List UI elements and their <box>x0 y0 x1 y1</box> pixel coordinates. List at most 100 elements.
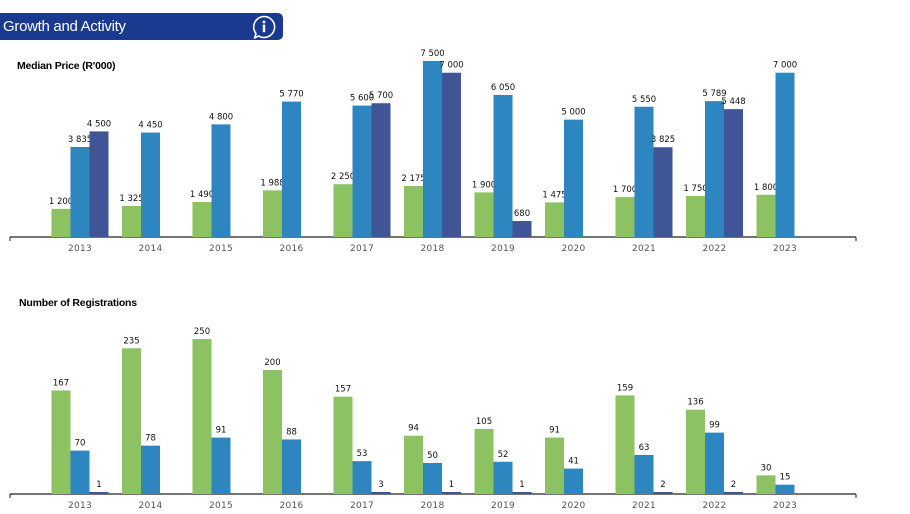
price-bar-navy <box>653 147 673 237</box>
price-bar-blue <box>70 147 90 237</box>
price-bar-green <box>122 205 141 237</box>
price-tick-label: 2022 <box>702 244 726 254</box>
reg-data-label: 136 <box>687 398 703 408</box>
reg-tick-label: 2017 <box>350 501 374 511</box>
reg-data-label: 235 <box>123 336 139 346</box>
registrations-chart: 2013167701201423578201525091201620088201… <box>9 327 857 511</box>
reg-data-label: 157 <box>335 385 351 395</box>
price-data-label: 4 450 <box>138 121 162 131</box>
price-data-label: 1 700 <box>613 185 637 195</box>
price-bar-blue <box>634 106 654 237</box>
price-data-label: 1 200 <box>49 197 73 207</box>
reg-data-label: 70 <box>75 439 86 449</box>
price-bar-blue <box>352 105 372 237</box>
price-data-label: 2 250 <box>331 172 355 182</box>
reg-data-label: 167 <box>53 378 69 388</box>
price-data-label: 5 000 <box>561 108 585 118</box>
reg-bar-green <box>545 437 564 494</box>
price-data-label: 3 825 <box>651 135 675 145</box>
reg-data-label: 50 <box>427 451 438 461</box>
reg-tick-label: 2018 <box>420 501 444 511</box>
price-data-label: 4 500 <box>87 119 111 129</box>
reg-tick-label: 2023 <box>773 501 797 511</box>
price-data-label: 1 475 <box>542 190 566 200</box>
reg-bar-navy <box>653 492 673 494</box>
reg-data-label: 52 <box>498 450 509 460</box>
reg-bar-blue <box>775 484 795 494</box>
reg-data-label: 78 <box>145 434 156 444</box>
price-data-label: 5 448 <box>721 97 745 107</box>
price-tick-label: 2018 <box>420 244 444 254</box>
reg-data-label: 1 <box>96 480 101 490</box>
price-data-label: 1 325 <box>119 194 143 204</box>
price-data-label: 7 000 <box>773 61 797 71</box>
reg-data-label: 94 <box>408 424 419 434</box>
price-data-label: 1 490 <box>190 190 214 200</box>
reg-data-label: 41 <box>568 457 579 467</box>
price-bar-navy <box>724 109 743 237</box>
price-bar-navy <box>371 103 391 237</box>
reg-data-label: 15 <box>780 473 791 483</box>
reg-data-label: 30 <box>761 463 772 473</box>
reg-bar-navy <box>724 492 743 494</box>
price-tick-label: 2019 <box>491 244 515 254</box>
reg-tick-label: 2019 <box>491 501 515 511</box>
reg-tick-label: 2014 <box>138 501 162 511</box>
reg-bar-green <box>192 339 212 494</box>
info-icon[interactable] <box>251 14 277 40</box>
price-bar-green <box>756 194 776 237</box>
reg-bar-blue <box>282 439 301 494</box>
price-bar-blue <box>211 124 231 237</box>
reg-bar-blue <box>705 432 724 494</box>
reg-bar-green <box>474 428 494 494</box>
price-tick-label: 2017 <box>350 244 374 254</box>
section-title: Growth and Activity <box>3 18 126 35</box>
reg-data-label: 2 <box>660 480 665 490</box>
reg-data-label: 105 <box>476 417 492 427</box>
reg-data-label: 88 <box>286 427 297 437</box>
reg-data-label: 1 <box>449 480 454 490</box>
reg-bar-green <box>263 370 282 494</box>
reg-tick-label: 2015 <box>209 501 233 511</box>
price-bar-blue <box>705 101 724 238</box>
price-data-label: 1 900 <box>472 180 496 190</box>
price-bar-green <box>545 202 564 237</box>
price-bar-green <box>51 208 71 237</box>
reg-bar-blue <box>423 463 442 494</box>
price-data-label: 3 835 <box>68 135 92 145</box>
reg-bar-green <box>51 390 71 494</box>
price-data-label: 5 600 <box>350 94 374 104</box>
price-data-label: 5 789 <box>702 89 726 99</box>
price-data-label: 7 000 <box>439 61 463 71</box>
reg-bar-navy <box>442 492 461 494</box>
price-bar-blue <box>141 132 160 237</box>
price-bar-green <box>192 202 212 237</box>
price-bar-blue <box>493 95 513 237</box>
reg-data-label: 159 <box>617 383 633 393</box>
reg-data-label: 200 <box>264 358 280 368</box>
reg-tick-label: 2013 <box>68 501 92 511</box>
price-bar-green <box>686 195 705 237</box>
reg-bar-blue <box>352 461 372 494</box>
section-header: Growth and Activity <box>0 13 283 40</box>
reg-data-label: 2 <box>731 480 736 490</box>
reg-bar-blue <box>634 454 654 494</box>
reg-tick-label: 2021 <box>632 501 656 511</box>
price-data-label: 1 800 <box>754 183 778 193</box>
price-data-label: 5 700 <box>369 91 393 101</box>
price-data-label: 680 <box>514 209 530 219</box>
price-tick-label: 2020 <box>561 244 585 254</box>
price-data-label: 1 750 <box>683 184 707 194</box>
reg-bar-navy <box>371 492 391 494</box>
price-bar-blue <box>423 61 442 237</box>
reg-bar-green <box>756 475 776 494</box>
price-bar-blue <box>564 119 583 237</box>
price-bar-navy <box>442 72 461 237</box>
reg-data-label: 63 <box>639 443 650 453</box>
reg-data-label: 99 <box>709 421 720 431</box>
reg-data-label: 53 <box>357 449 368 459</box>
price-bar-navy <box>89 131 109 237</box>
median-price-chart: 2013 1 200 3 835 4 500 2014 1 325 4 450 2015 1 4… <box>9 49 857 254</box>
price-tick-label: 2015 <box>209 244 233 254</box>
price-bar-green <box>333 184 353 237</box>
